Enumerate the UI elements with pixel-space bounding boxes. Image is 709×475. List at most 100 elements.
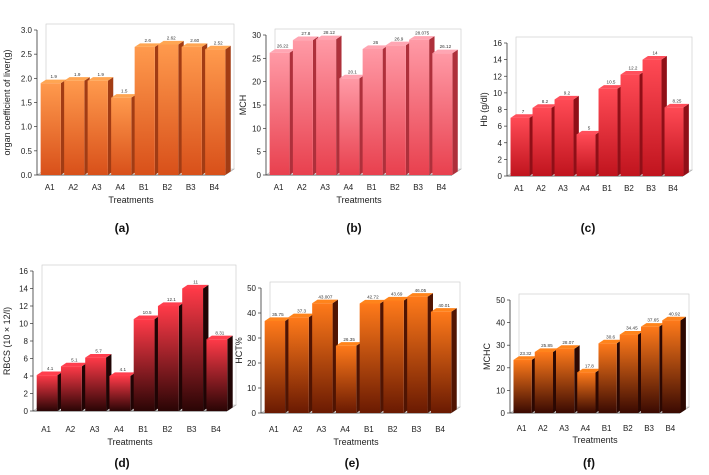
bar-A2 <box>60 366 82 411</box>
x-tick-label: B2 <box>388 425 398 434</box>
bar-side <box>683 103 689 176</box>
bar-top <box>598 85 623 89</box>
y-tick-label: 3.0 <box>21 26 33 35</box>
bar-B1 <box>598 88 618 176</box>
bar-top <box>383 296 410 301</box>
y-tick-label: 14 <box>493 56 502 65</box>
x-tick-label: B1 <box>138 425 148 434</box>
bar-side <box>452 49 458 175</box>
data-label: 4.1 <box>47 366 54 371</box>
x-tick-label: A2 <box>297 183 307 192</box>
bar-top <box>432 49 458 54</box>
data-label: 42.72 <box>367 295 379 300</box>
y-tick-label: 12 <box>19 302 28 311</box>
x-tick-label: A1 <box>41 425 51 434</box>
bar-top <box>206 335 233 340</box>
bar-B1 <box>133 319 155 411</box>
data-label: 17.8 <box>585 363 594 368</box>
data-label: 37.3 <box>297 308 306 313</box>
data-label: 26.9 <box>394 36 403 41</box>
y-tick-label: 10 <box>496 386 505 395</box>
chart-panel-b: 0 5 10 15 20 25 30 MCH 26.22 A1 27.8 A2 28.12 A3 20.1 A… <box>238 28 462 235</box>
bar-B3 <box>182 288 204 411</box>
panel-label: (b) <box>346 221 361 235</box>
y-tick-label: 0 <box>257 171 262 180</box>
data-label: 26.35 <box>343 337 355 342</box>
bar-A3 <box>554 99 574 176</box>
data-label: 37.65 <box>647 318 659 323</box>
x-tick-label: B3 <box>187 425 197 434</box>
bar-top <box>640 323 665 327</box>
x-tick-label: A1 <box>269 425 279 434</box>
data-label: 5 <box>588 125 591 130</box>
x-tick-label: B2 <box>623 424 633 433</box>
y-tick-label: 20 <box>247 359 256 368</box>
bar-top <box>316 35 342 40</box>
data-label: 20.1 <box>348 69 357 74</box>
bar-top <box>555 345 580 349</box>
bar-top <box>205 45 231 50</box>
y-axis-label: MCH <box>238 95 248 116</box>
y-tick-label: 10 <box>19 320 28 329</box>
bar-B2 <box>383 300 404 413</box>
data-label: 1.9 <box>74 72 81 77</box>
data-label: 43.007 <box>318 294 332 299</box>
chart-panel-d: 0 2 4 6 8 10 12 14 16 RBCS (10 × 12/l) 4.1 A1 5.1 A2 5… <box>2 264 237 470</box>
data-label: 27.8 <box>301 31 310 36</box>
x-tick-label: A2 <box>536 184 546 193</box>
bar-top <box>269 49 296 53</box>
x-tick-label: A4 <box>114 425 124 434</box>
x-tick-label: B3 <box>413 183 423 192</box>
bar-A3 <box>85 357 107 411</box>
bar-A3 <box>555 348 575 413</box>
data-label: 26 <box>373 40 379 45</box>
data-label: 11 <box>193 280 198 285</box>
bar-B1 <box>134 46 155 175</box>
bar-top <box>111 94 137 98</box>
bar-top <box>664 103 689 108</box>
panel-label: (f) <box>583 456 595 470</box>
y-tick-label: 20 <box>252 78 261 87</box>
x-tick-label: B4 <box>211 425 221 434</box>
bar-side <box>227 335 233 411</box>
y-tick-label: 5 <box>257 148 262 157</box>
bar-top <box>619 330 644 335</box>
bar-A2 <box>532 107 552 176</box>
bar-top <box>133 315 160 320</box>
bar-B3 <box>181 46 202 175</box>
y-axis-label: Hb (g/dl) <box>479 92 489 127</box>
data-label: 26.12 <box>440 44 452 49</box>
y-axis-label: MCHC <box>482 343 492 370</box>
x-tick-label: A1 <box>517 424 527 433</box>
data-label: 40.01 <box>438 303 450 308</box>
bar-top <box>385 41 412 46</box>
bar-top <box>134 43 161 47</box>
x-tick-label: B2 <box>162 183 172 192</box>
bar-top <box>40 79 67 84</box>
y-tick-label: 0 <box>24 407 29 416</box>
bar-B3 <box>409 39 430 175</box>
bar-B1 <box>362 49 383 175</box>
x-tick-label: B2 <box>624 184 634 193</box>
bar-B2 <box>385 45 406 176</box>
y-tick-label: 30 <box>247 334 256 343</box>
bar-A4 <box>339 78 360 175</box>
data-label: 10.5 <box>607 80 616 85</box>
y-axis-label: RBCS (10 × 12/l) <box>2 307 12 375</box>
y-tick-label: 0 <box>252 409 257 418</box>
bar-B4 <box>205 49 226 176</box>
bar-B2 <box>620 74 640 176</box>
x-tick-label: B1 <box>602 184 612 193</box>
x-axis-label: Treatments <box>108 195 154 205</box>
x-tick-label: B1 <box>602 424 612 433</box>
bar-A4 <box>577 372 596 413</box>
bar-A1 <box>36 375 58 411</box>
bar-top <box>339 74 365 79</box>
bar-A1 <box>510 117 530 176</box>
y-tick-label: 30 <box>252 31 261 40</box>
x-tick-label: A4 <box>340 425 350 434</box>
y-tick-label: 6 <box>498 122 503 131</box>
y-tick-label: 16 <box>19 267 28 276</box>
bar-A2 <box>292 40 313 176</box>
